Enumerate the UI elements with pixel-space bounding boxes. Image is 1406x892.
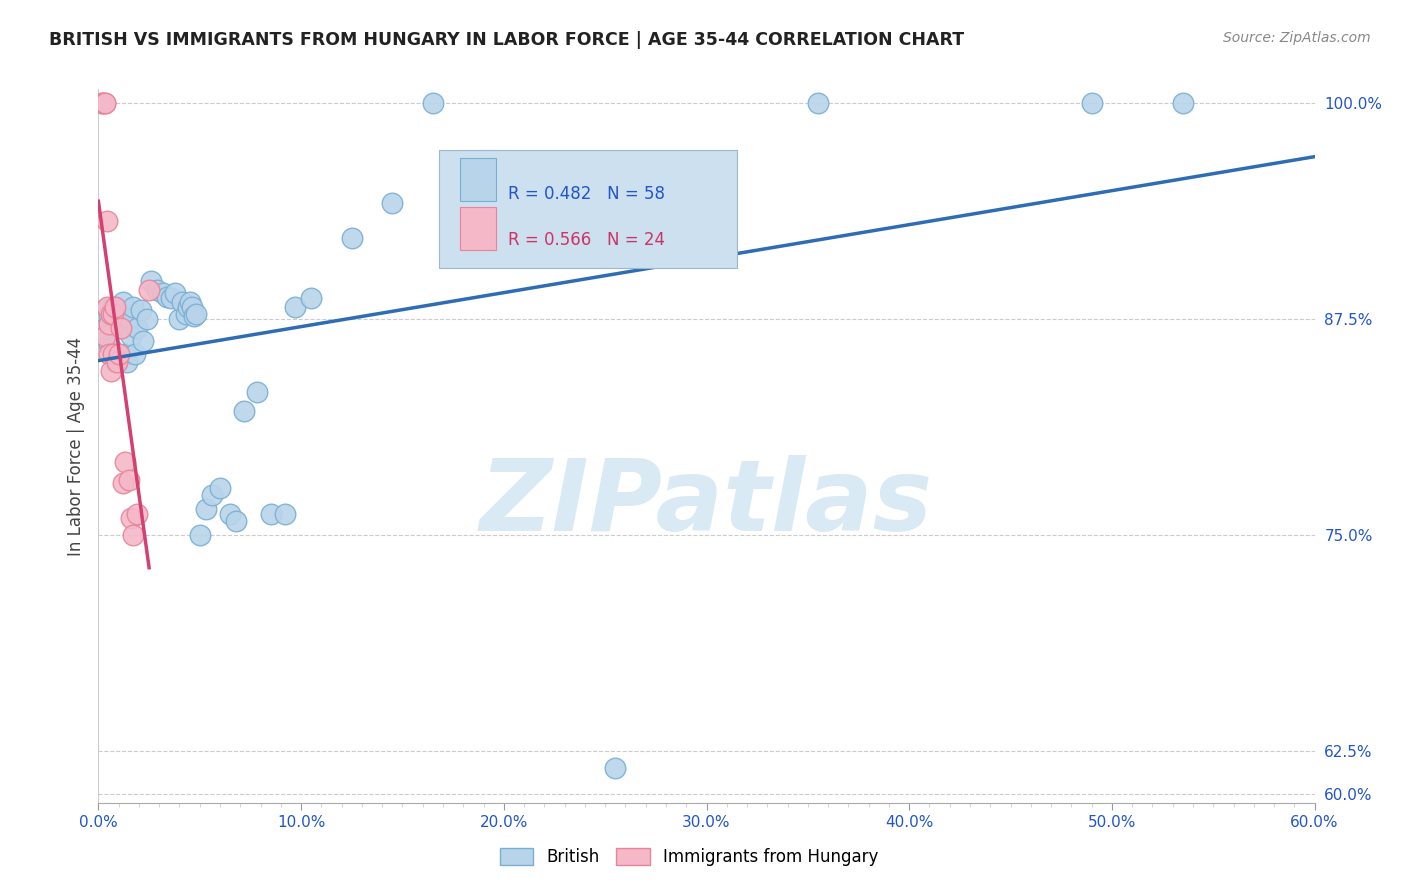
Bar (460, 158, 496, 201)
Point (132, 334, 155, 349)
Point (284, 300, 307, 314)
Point (1171, 95, 1194, 110)
Point (136, 312, 159, 326)
Point (91, 95, 114, 110)
Point (105, 355, 128, 369)
Point (160, 291, 183, 305)
Bar (460, 207, 496, 250)
Point (340, 231, 363, 245)
Point (274, 508, 297, 522)
Point (93, 95, 115, 110)
Point (381, 196, 404, 211)
Point (146, 283, 169, 297)
Point (100, 342, 122, 356)
Point (97, 346, 120, 360)
Point (233, 403, 256, 417)
Point (93, 320, 115, 334)
Point (122, 528, 145, 542)
Point (101, 346, 124, 360)
Point (260, 508, 283, 522)
Point (107, 320, 129, 334)
Point (169, 312, 191, 326)
Point (176, 300, 198, 314)
Point (114, 455, 136, 469)
Point (194, 502, 217, 516)
Point (100, 307, 122, 321)
Point (100, 364, 122, 378)
Point (174, 307, 197, 321)
Point (114, 346, 136, 360)
Point (115, 355, 138, 369)
Point (107, 307, 129, 321)
Point (93, 312, 115, 326)
Point (1080, 95, 1102, 110)
Point (184, 307, 207, 321)
Point (201, 488, 224, 502)
Point (104, 355, 127, 369)
Point (170, 294, 193, 309)
Point (97, 307, 120, 321)
Point (91, 95, 114, 110)
Point (156, 289, 179, 303)
Point (299, 291, 322, 305)
Point (219, 508, 242, 522)
Point (225, 514, 247, 528)
Text: R = 0.566   N = 24: R = 0.566 N = 24 (509, 231, 665, 249)
Point (107, 346, 129, 360)
Point (209, 481, 232, 495)
Point (180, 300, 202, 314)
Point (807, 95, 830, 110)
Point (96, 300, 118, 314)
Point (165, 286, 187, 301)
Point (245, 384, 267, 399)
Point (93, 303, 115, 318)
Point (183, 309, 205, 323)
Point (124, 346, 146, 360)
Point (138, 283, 160, 297)
Point (422, 95, 444, 110)
Point (118, 312, 141, 326)
Text: R = 0.482   N = 58: R = 0.482 N = 58 (509, 185, 665, 202)
Point (96, 213, 118, 227)
Point (93, 95, 115, 110)
Text: ZIPatlas: ZIPatlas (479, 455, 934, 551)
Point (101, 307, 124, 321)
Point (129, 303, 152, 318)
Point (101, 300, 124, 314)
Point (120, 510, 142, 524)
Point (122, 300, 145, 314)
Point (605, 761, 627, 775)
Point (105, 351, 128, 366)
Legend: British, Immigrants from Hungary: British, Immigrants from Hungary (494, 841, 884, 873)
Point (104, 300, 127, 314)
FancyBboxPatch shape (439, 150, 737, 268)
Point (188, 528, 211, 542)
Point (96, 329, 118, 343)
Point (179, 294, 201, 309)
Point (120, 329, 142, 343)
Point (110, 317, 132, 331)
Point (110, 320, 132, 334)
Point (139, 274, 162, 288)
Point (93, 329, 115, 343)
Text: Source: ZipAtlas.com: Source: ZipAtlas.com (1223, 31, 1371, 45)
Point (125, 320, 148, 334)
Point (125, 508, 148, 522)
Point (111, 476, 134, 491)
Point (111, 294, 134, 309)
Text: BRITISH VS IMMIGRANTS FROM HUNGARY IN LABOR FORCE | AGE 35-44 CORRELATION CHART: BRITISH VS IMMIGRANTS FROM HUNGARY IN LA… (49, 31, 965, 49)
Point (97, 317, 120, 331)
Point (118, 473, 141, 487)
Y-axis label: In Labor Force | Age 35-44: In Labor Force | Age 35-44 (66, 336, 84, 556)
Point (97, 338, 120, 352)
Point (152, 286, 174, 301)
Point (101, 346, 124, 360)
